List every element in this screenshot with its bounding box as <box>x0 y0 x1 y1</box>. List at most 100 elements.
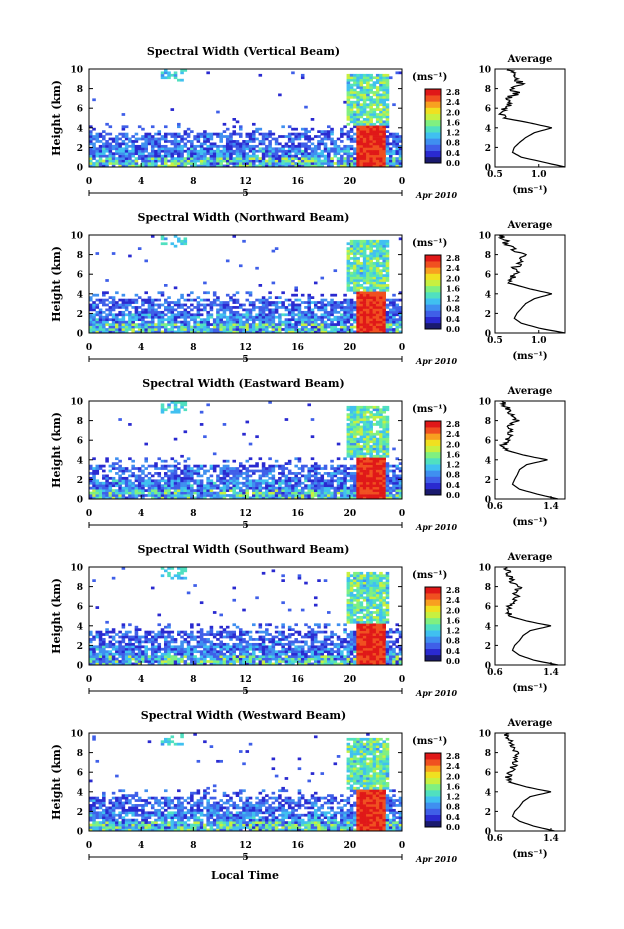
heatmap-cell <box>232 293 237 297</box>
heatmap-cell <box>131 320 135 324</box>
heatmap-cell <box>356 140 360 143</box>
heatmap-cell <box>349 88 354 92</box>
heatmap-cell <box>245 328 250 331</box>
heatmap-cell <box>356 249 360 253</box>
heatmap-cell <box>287 476 292 480</box>
heatmap-cell <box>147 159 152 163</box>
heatmap-cell <box>163 481 168 485</box>
heatmap-cell <box>265 489 269 492</box>
heatmap-cell <box>271 474 276 478</box>
heatmap-cell <box>186 313 191 317</box>
heatmap-cell <box>385 484 390 488</box>
heatmap-cell <box>209 464 214 468</box>
heatmap-cell <box>193 464 197 468</box>
heatmap-cell <box>173 303 178 307</box>
heatmap-cell <box>287 496 292 500</box>
heatmap-cell <box>258 486 263 490</box>
heatmap-cell <box>366 81 370 84</box>
heatmap-cell <box>395 318 400 322</box>
heatmap-cell <box>382 115 386 119</box>
heatmap-cell <box>323 325 328 329</box>
heatmap-cell <box>369 486 373 490</box>
heatmap-cell <box>362 452 367 456</box>
heatmap-cell <box>375 91 380 94</box>
heatmap-cell <box>281 154 285 158</box>
heatmap-cell <box>346 144 351 148</box>
heatmap-cell <box>274 140 279 143</box>
heatmap-cell <box>356 159 360 163</box>
heatmap-cell <box>222 310 227 314</box>
heatmap-cell <box>255 306 259 309</box>
heatmap-cell <box>134 479 139 483</box>
heatmap-cell <box>196 149 201 153</box>
heatmap-cell <box>343 328 347 331</box>
heatmap-cell <box>274 159 279 163</box>
heatmap-cell <box>382 420 386 424</box>
heatmap-cell <box>340 330 344 334</box>
heatmap-cell <box>95 662 100 666</box>
heatmap-cell <box>265 308 269 312</box>
heatmap-cell <box>170 313 175 317</box>
heatmap-cell <box>98 147 103 151</box>
heatmap-cell <box>353 415 357 419</box>
heatmap-cell <box>265 135 269 138</box>
heatmap-cell <box>199 147 204 151</box>
heatmap-cell <box>372 486 377 490</box>
heatmap-cell <box>359 323 364 326</box>
heatmap-cell <box>291 137 295 141</box>
heatmap-cell <box>154 152 158 156</box>
heatmap-cell <box>317 157 321 160</box>
heatmap-cell <box>362 303 367 307</box>
heatmap-cell <box>225 489 230 492</box>
heatmap-cell <box>248 147 253 151</box>
heatmap-cell <box>385 442 390 446</box>
heatmap-cell <box>238 152 243 156</box>
heatmap-cell <box>163 459 168 463</box>
heatmap-cell <box>206 476 210 480</box>
heatmap-cell <box>141 301 145 304</box>
heatmap-cell <box>382 93 386 97</box>
heatmap-cell <box>366 122 370 126</box>
heatmap-cell <box>154 491 158 495</box>
heatmap-cell <box>242 159 246 163</box>
heatmap-cell <box>395 149 400 153</box>
heatmap-cell <box>147 323 152 326</box>
heatmap-cell <box>281 147 285 151</box>
heatmap-cell <box>157 152 162 156</box>
heatmap-cell <box>150 652 155 656</box>
heatmap-cell <box>108 496 113 500</box>
heatmap-cell <box>375 257 380 260</box>
heatmap-cell <box>268 320 272 324</box>
heatmap-cell <box>313 479 318 483</box>
heatmap-cell <box>349 164 354 168</box>
heatmap-cell <box>121 303 126 307</box>
heatmap-cell <box>183 308 188 312</box>
heatmap-cell <box>284 496 289 500</box>
heatmap-cell <box>398 486 403 490</box>
colorbar-segment <box>425 451 441 459</box>
heatmap-cell <box>258 491 263 495</box>
heatmap-cell <box>242 476 246 480</box>
heatmap-cell <box>170 73 175 77</box>
heatmap-cell <box>375 496 380 500</box>
heatmap-cell <box>190 315 194 319</box>
heatmap-cell <box>131 315 135 319</box>
heatmap-cell <box>362 298 367 302</box>
heatmap-cell <box>294 127 298 131</box>
heatmap-cell <box>147 296 152 299</box>
heatmap-cell <box>287 144 292 148</box>
heatmap-cell <box>349 147 354 151</box>
heatmap-cell <box>366 88 370 92</box>
heatmap-cell <box>160 403 165 407</box>
heatmap-cell <box>317 147 321 151</box>
heatmap-cell <box>362 425 367 429</box>
heatmap-cell <box>359 93 364 97</box>
heatmap-cell <box>307 301 312 304</box>
heatmap-cell <box>115 645 119 649</box>
heatmap-cell <box>92 325 96 329</box>
heatmap-cell <box>245 486 250 490</box>
heatmap-cell <box>193 306 197 309</box>
heatmap-cell <box>89 159 93 163</box>
heatmap-cell <box>362 157 367 160</box>
heatmap-cell <box>144 657 148 661</box>
